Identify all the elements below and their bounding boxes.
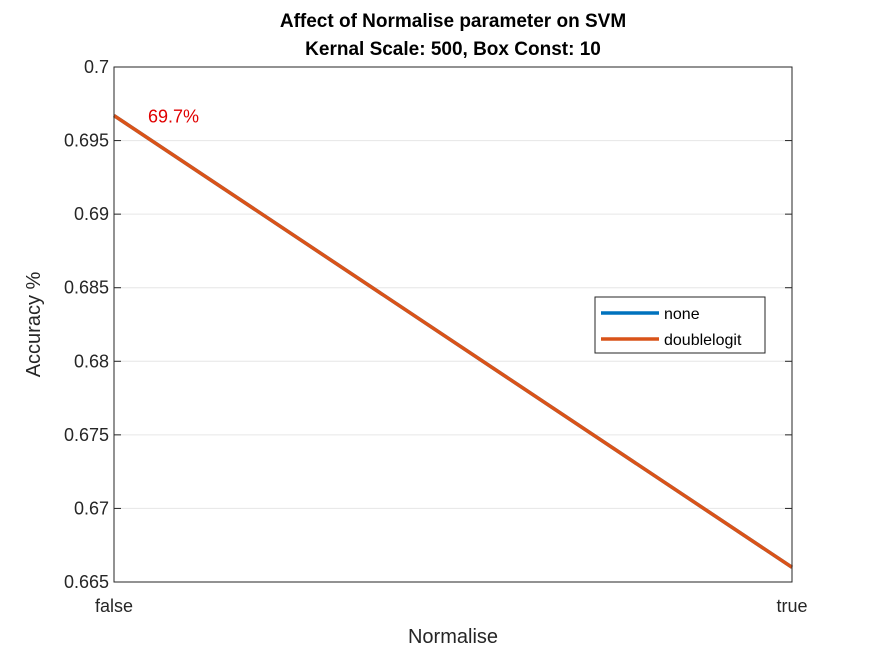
y-tick-label: 0.665 bbox=[64, 572, 109, 592]
y-tick-label: 0.69 bbox=[74, 204, 109, 224]
grid-lines bbox=[114, 140, 792, 509]
chart-title: Affect of Normalise parameter on SVM bbox=[280, 11, 626, 32]
series-lines bbox=[113, 114, 793, 569]
y-tick-label: 0.68 bbox=[74, 351, 109, 371]
legend-label-none: none bbox=[664, 306, 700, 323]
legend-box bbox=[594, 296, 766, 354]
x-tick-label: false bbox=[95, 596, 133, 616]
y-tick-label: 0.7 bbox=[84, 57, 109, 77]
x-tick-label: true bbox=[776, 596, 807, 616]
legend-label-doublelogit: doublelogit bbox=[664, 332, 742, 349]
annotations: 69.7% bbox=[148, 107, 199, 127]
y-tick-label: 0.675 bbox=[64, 425, 109, 445]
y-axis-label: Accuracy % bbox=[23, 271, 45, 377]
axis-ticks: 0.665 0.67 0.675 0.68 0.685 0.69 0.695 0.7 false… bbox=[64, 57, 808, 616]
data-label: 69.7% bbox=[148, 107, 199, 127]
y-tick-label: 0.685 bbox=[64, 278, 109, 298]
chart-subtitle: Kernal Scale: 500, Box Const: 10 bbox=[305, 39, 601, 60]
y-tick-label: 0.67 bbox=[74, 498, 109, 518]
legend: none doublelogit bbox=[594, 296, 766, 354]
axes-box bbox=[113, 66, 793, 583]
y-tick-label: 0.695 bbox=[64, 131, 109, 151]
legend-items: none doublelogit bbox=[601, 306, 742, 349]
x-axis-label: Normalise bbox=[408, 626, 498, 648]
series-line-doublelogit bbox=[113, 114, 793, 569]
